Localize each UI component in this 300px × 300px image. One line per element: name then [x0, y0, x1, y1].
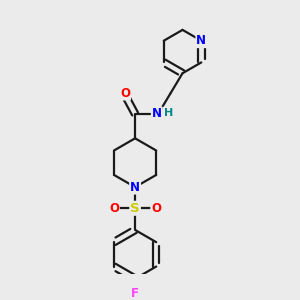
Text: O: O — [109, 202, 119, 215]
Text: N: N — [196, 34, 206, 47]
Text: O: O — [120, 86, 130, 100]
Text: F: F — [131, 287, 139, 300]
Text: H: H — [164, 108, 173, 118]
Text: S: S — [130, 202, 140, 215]
Text: O: O — [151, 202, 161, 215]
Text: N: N — [152, 107, 162, 120]
Text: N: N — [130, 181, 140, 194]
